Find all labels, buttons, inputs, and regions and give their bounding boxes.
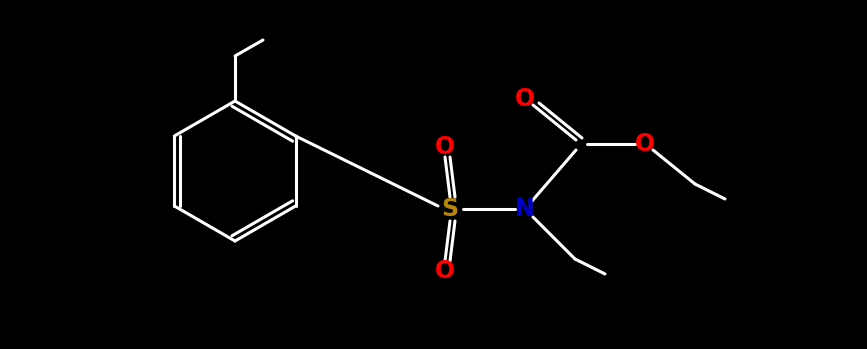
Text: O: O [635,132,655,156]
Text: N: N [515,197,535,221]
Text: O: O [515,87,535,111]
Text: O: O [435,135,455,159]
Text: S: S [441,197,459,221]
Text: O: O [435,259,455,283]
